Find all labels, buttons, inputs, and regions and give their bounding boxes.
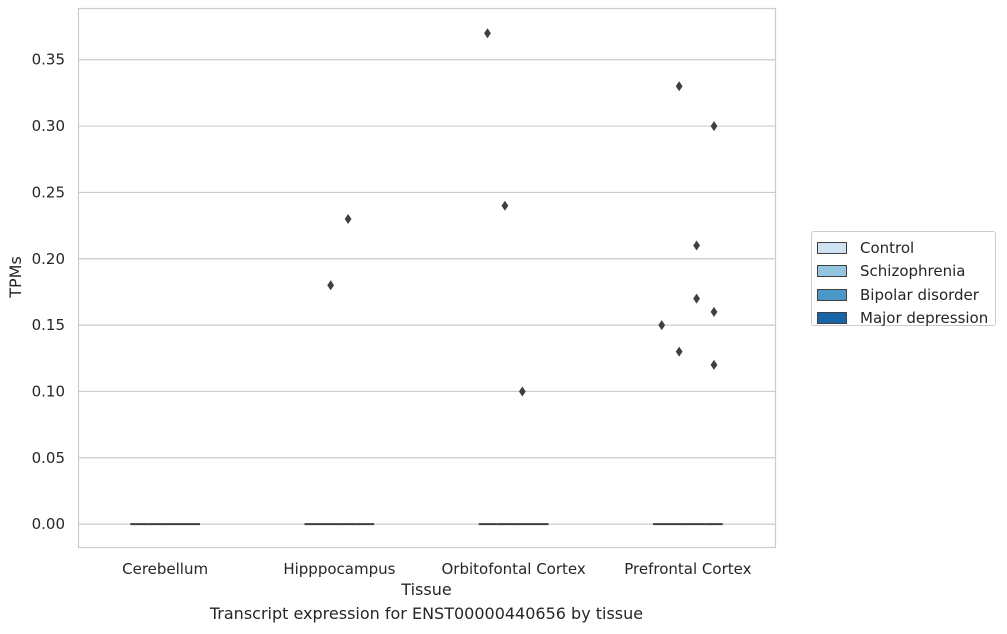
legend-swatch: [817, 312, 847, 325]
x-tick-label: Hipppocampus: [283, 560, 395, 578]
legend-label: Schizophrenia: [860, 262, 966, 281]
legend: Control Schizophrenia Bipolar disorder M…: [811, 231, 996, 327]
outlier-point: [518, 386, 526, 397]
outlier-point: [344, 213, 352, 224]
legend-swatch: [817, 241, 847, 254]
y-gridlines: [78, 59, 775, 525]
legend-swatch: [817, 288, 847, 301]
legend-item-major-depression: Major depression: [817, 307, 995, 331]
outlier-point: [710, 121, 718, 132]
legend-item-schizophrenia: Schizophrenia: [817, 260, 995, 284]
legend-label: Control: [860, 238, 915, 257]
y-tick-label: 0.00: [32, 515, 65, 533]
legend-swatch: [817, 265, 847, 278]
outlier-point: [693, 240, 700, 251]
outlier-point: [484, 28, 491, 39]
outlier-point: [658, 320, 666, 331]
legend-label: Bipolar disorder: [860, 285, 979, 304]
x-tick-label: Orbitofontal Cortex: [442, 560, 586, 578]
plot-frame: [77, 7, 777, 549]
y-tick-label: 0.35: [32, 51, 65, 69]
y-tick-label: 0.15: [32, 316, 65, 334]
x-tick-label: Prefrontal Cortex: [624, 560, 751, 578]
y-tick-label: 0.10: [32, 382, 65, 400]
x-tick-labels: Cerebellum Hipppocampus Orbitofontal Corte…: [122, 560, 751, 578]
legend-label: Major depression: [860, 309, 989, 328]
y-axis-label: TPMs: [6, 256, 25, 299]
y-tick-label: 0.30: [32, 117, 65, 135]
legend-item-bipolar-disorder: Bipolar disorder: [817, 283, 995, 307]
x-tick-label: Cerebellum: [122, 560, 208, 578]
y-tick-label: 0.05: [32, 449, 65, 467]
plot-marks: [130, 28, 723, 526]
x-axis-label: Tissue: [400, 580, 451, 599]
y-tick-label: 0.25: [32, 183, 65, 201]
outlier-point: [710, 306, 718, 317]
y-tick-labels: 0.00 0.05 0.10 0.15 0.20 0.25 0.30 0.35: [32, 51, 65, 533]
chart-caption: Transcript expression for ENST0000044065…: [209, 604, 644, 623]
outlier-point: [675, 81, 683, 92]
y-tick-label: 0.20: [32, 250, 65, 268]
outlier-point: [327, 280, 335, 291]
outlier-point: [710, 359, 718, 370]
outlier-point: [501, 200, 509, 211]
legend-item-control: Control: [817, 236, 995, 260]
outlier-point: [675, 346, 683, 357]
outlier-point: [693, 293, 700, 304]
